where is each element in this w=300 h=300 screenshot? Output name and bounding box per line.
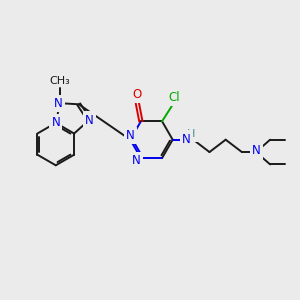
Text: N: N xyxy=(85,113,94,127)
Text: N: N xyxy=(132,154,141,167)
Text: Cl: Cl xyxy=(168,91,180,104)
Text: O: O xyxy=(133,88,142,101)
Text: N: N xyxy=(126,129,135,142)
Text: N: N xyxy=(182,133,191,146)
Text: N: N xyxy=(252,144,260,158)
Text: CH₃: CH₃ xyxy=(50,76,70,86)
Text: H: H xyxy=(187,129,195,140)
Text: N: N xyxy=(51,116,60,129)
Text: N: N xyxy=(54,97,63,110)
